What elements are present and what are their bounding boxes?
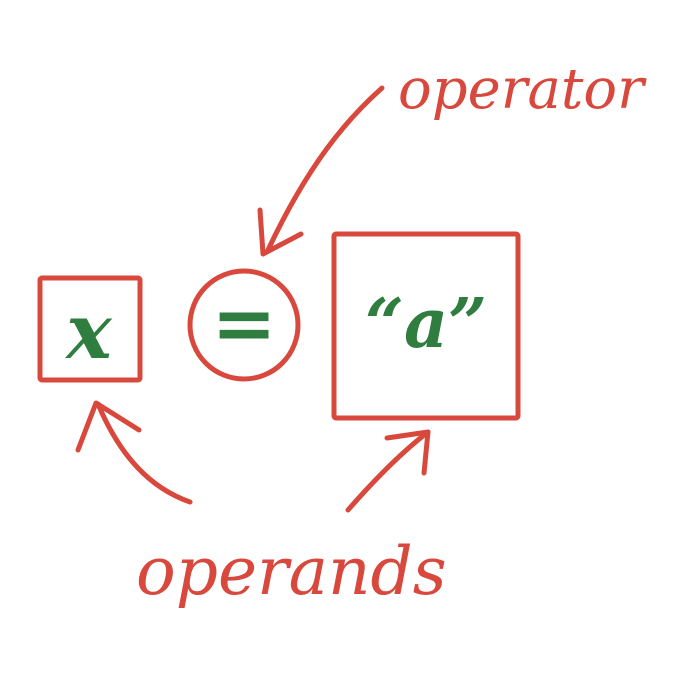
right-operand-arrow-head	[384, 429, 431, 476]
left-operand-box	[37, 275, 143, 383]
left-operand-text: x	[64, 287, 113, 376]
operator-arrow-head	[257, 207, 304, 257]
operator-text: =	[211, 278, 276, 369]
left-operand-arrow-head	[75, 400, 142, 453]
operator-circle	[187, 268, 301, 382]
operator-arrow	[265, 85, 385, 253]
operands-label: operands	[136, 533, 447, 610]
operator-label: operator	[398, 57, 647, 122]
right-operand-text: “a”	[365, 284, 487, 364]
right-operand-box	[331, 231, 521, 421]
right-operand-arrow	[345, 429, 431, 513]
left-operand-arrow	[95, 401, 193, 505]
